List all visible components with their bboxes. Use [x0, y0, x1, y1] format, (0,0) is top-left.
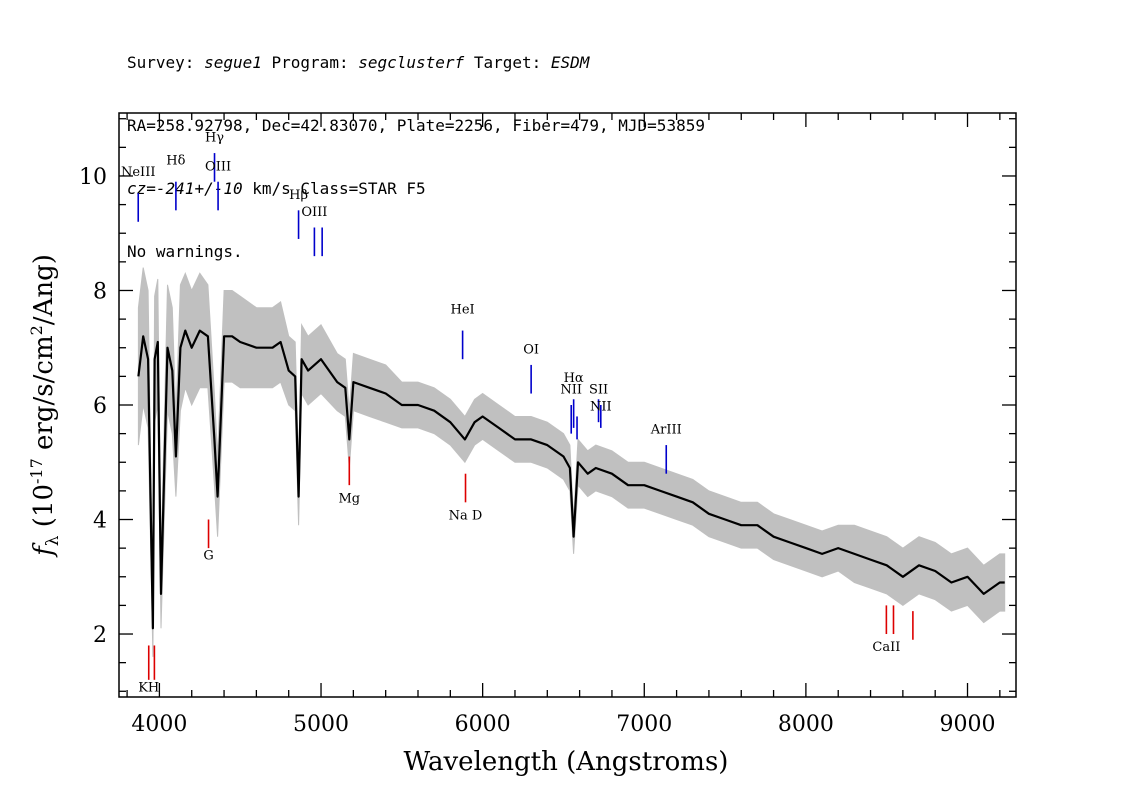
noise-band [137, 267, 1006, 657]
y-axis-title-text: fλ (10-17 erg/s/cm2/Ang) [27, 254, 63, 558]
x-tick-label: 4000 [131, 712, 187, 737]
emission-line-label: Hγ [205, 131, 224, 146]
y-tick-label: 10 [79, 165, 107, 190]
program-value: segclusterf [358, 53, 465, 72]
y-tick-label: 2 [93, 623, 107, 648]
x-tick-label: 9000 [940, 712, 996, 737]
emission-line-label: Hδ [166, 154, 185, 169]
emission-line-label: ArIII [650, 423, 682, 438]
absorption-line-label: Na D [449, 509, 483, 524]
noise-band-area [137, 267, 1006, 657]
y-tick-label: 6 [93, 394, 107, 419]
emission-line-label: Hα [564, 371, 584, 386]
emission-line-label: NeIII [121, 165, 155, 180]
survey-value: segue1 [204, 53, 262, 72]
absorption-line-label: KH [138, 680, 159, 695]
plot-frame [118, 112, 1017, 698]
emission-line-label: OI [523, 342, 539, 357]
emission-line-label: OIII [301, 205, 327, 220]
absorption-line-label: G [203, 549, 213, 564]
absorption-line-label: Mg [338, 491, 360, 506]
axes: 4000 5000 6000 7000 8000 9000 2 4 6 8 10 [79, 112, 1017, 737]
header-line-warnings: No warnings. [127, 242, 243, 261]
cz-value: -241+/-10 [155, 179, 243, 198]
emission-line-label: OIII [205, 159, 231, 174]
x-tick-label: 6000 [455, 712, 511, 737]
flux-line [137, 329, 1005, 630]
emission-line-label: HeI [451, 302, 475, 317]
target-value: ESDM [550, 53, 590, 72]
spectral-line-markers: NeIIIHδHγOIIIHβOIIIHeIOINIIHαSIINIIArIII… [121, 131, 914, 695]
emission-line-label: NII [560, 383, 582, 398]
x-axis-title: Wavelength (Angstroms) [404, 747, 729, 777]
emission-line-label: NII [590, 400, 612, 415]
y-tick-label: 8 [93, 279, 107, 304]
header-line-redshift: cz=-241+/-10 km/s Class=STAR F5 [127, 179, 426, 198]
y-axis-title: fλ (10-17 erg/s/cm2/Ang) [27, 254, 63, 558]
emission-line-label: SII [589, 383, 608, 398]
y-tick-label: 4 [93, 509, 107, 534]
x-tick-label: 8000 [778, 712, 834, 737]
flux-series [137, 329, 1005, 630]
header-line-survey: Survey: segue1 Program: segclusterf Targ… [127, 53, 590, 72]
emission-line-label: Hβ [289, 188, 308, 203]
x-tick-label: 7000 [616, 712, 672, 737]
x-tick-label: 5000 [293, 712, 349, 737]
spectrum-header: Survey: segue1 Program: segclusterf Targ… [127, 10, 705, 283]
absorption-line-label: CaII [872, 640, 900, 655]
header-line-coords: RA=258.92798, Dec=42.83070, Plate=2256, … [127, 116, 705, 135]
